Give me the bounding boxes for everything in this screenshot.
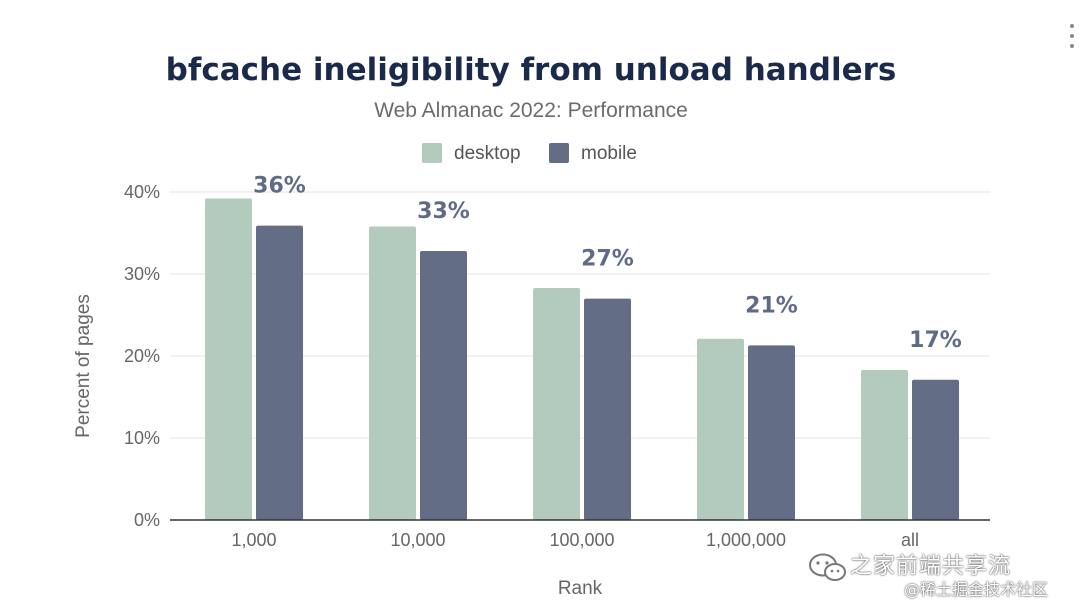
bar-mobile: [748, 345, 795, 520]
more-options-icon[interactable]: [1068, 24, 1076, 48]
x-tick-label: 1,000: [231, 530, 276, 550]
bar-desktop: [205, 198, 252, 520]
y-axis-title: Percent of pages: [73, 294, 94, 438]
x-tick-label: 100,000: [549, 530, 614, 550]
watermark-line-2: @稀土掘金技术社区: [904, 580, 1049, 599]
y-tick-label: 30%: [124, 264, 160, 284]
x-tick-label: 10,000: [390, 530, 445, 550]
menu-dot: [1070, 34, 1074, 38]
data-label: 33%: [417, 199, 470, 224]
y-tick-label: 0%: [134, 510, 160, 530]
bar-mobile: [912, 379, 959, 520]
data-label: 27%: [581, 247, 634, 272]
watermark: 之家前端共享流 @稀土掘金技术社区: [808, 548, 1074, 602]
data-label: 17%: [909, 328, 962, 353]
y-axis-ticks: 0% 10% 20% 30% 40%: [124, 182, 160, 530]
data-label: 36%: [253, 174, 306, 199]
bar-desktop: [861, 369, 908, 520]
legend-label-mobile: mobile: [581, 143, 637, 164]
y-tick-label: 10%: [124, 428, 160, 448]
data-label: 21%: [745, 293, 798, 318]
menu-dot: [1070, 44, 1074, 48]
legend-swatch-desktop: [422, 143, 442, 163]
bar-desktop: [369, 226, 416, 520]
chart-subtitle: Web Almanac 2022: Performance: [374, 99, 688, 122]
legend-swatch-mobile: [549, 143, 569, 163]
bar-mobile: [584, 298, 631, 520]
bar-mobile: [420, 251, 467, 521]
legend-label-desktop: desktop: [454, 143, 521, 164]
menu-dot: [1070, 24, 1074, 28]
bar-desktop: [697, 338, 744, 520]
wechat-icon: [809, 553, 846, 581]
y-tick-label: 20%: [124, 346, 160, 366]
legend: desktop mobile: [422, 143, 637, 164]
data-labels: 36% 33% 27% 21% 17%: [253, 174, 962, 353]
bar-desktop: [533, 287, 580, 520]
x-tick-label: all: [901, 530, 919, 550]
y-tick-label: 40%: [124, 182, 160, 202]
x-axis-ticks: 1,000 10,000 100,000 1,000,000 all: [231, 530, 919, 550]
bars: [205, 198, 959, 521]
chart-title: bfcache ineligibility from unload handle…: [166, 52, 897, 88]
x-axis-title: Rank: [558, 578, 603, 599]
bar-mobile: [256, 225, 303, 520]
watermark-line-1: 之家前端共享流: [850, 554, 1012, 579]
x-tick-label: 1,000,000: [706, 530, 786, 550]
